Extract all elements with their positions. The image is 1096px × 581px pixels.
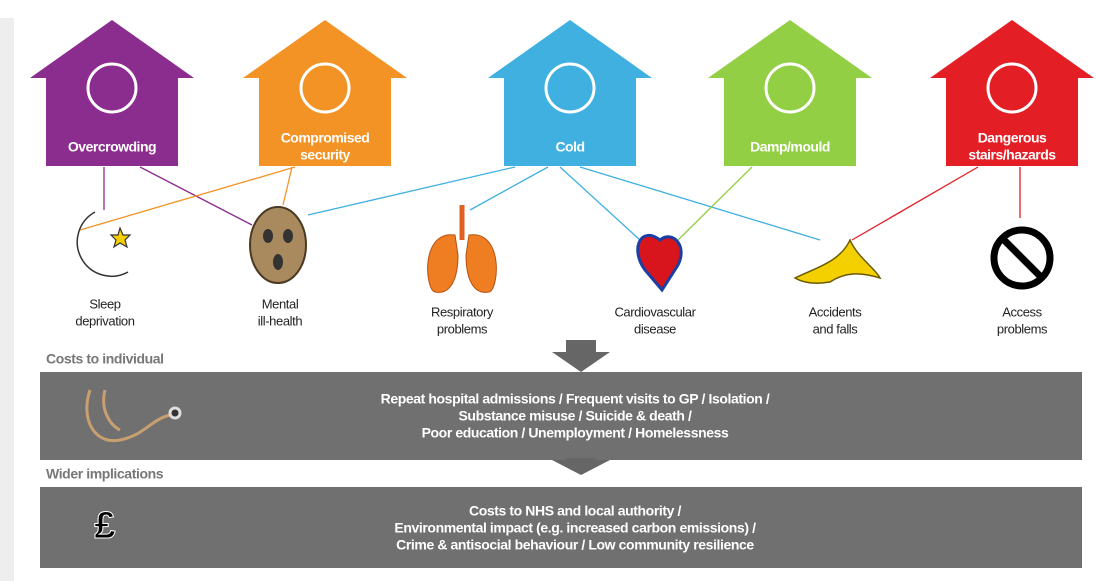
house-label: stairs/hazards [968,147,1056,163]
section-title: Wider implications [46,466,164,482]
house-label: Cold [555,139,584,155]
outcome-label: problems [437,321,488,336]
heart-icon [636,233,683,293]
house-icon [986,62,1038,114]
moon-icon [76,211,132,277]
house-label: Overcrowding [68,139,156,155]
costs-box [40,372,1082,460]
house [243,20,407,166]
down-arrow [552,458,610,475]
outcome-label: Respiratory [431,304,494,319]
house [488,20,652,166]
house-label: security [300,147,350,163]
outcome-label: Access [1002,304,1042,319]
left-border [0,18,14,581]
outcome-label: Cardiovascular [614,304,696,319]
outcome-label: Accidents [809,304,863,319]
house [930,20,1094,166]
outcome-label: ill-health [258,313,303,328]
sections: Costs to individual Repeat hospital admis… [46,351,770,553]
no-entry-icon [990,226,1054,290]
house-icon [299,62,351,114]
outcome-label: Sleep [89,296,120,311]
outcome-label: disease [634,321,676,336]
links [79,166,1021,241]
pound-icon: £ [94,505,115,547]
wider-box [40,487,1082,568]
link [79,166,296,231]
outcomes: Sleep deprivation Mental ill-health Respirat… [75,296,1048,336]
section-title: Costs to individual [46,351,164,367]
house [708,20,872,166]
box-text: Costs to NHS and local authority / [469,503,681,519]
link [282,166,293,206]
link [579,166,821,241]
house-label: Dangerous [978,130,1047,146]
house-label: Compromised [281,130,370,146]
link [559,166,641,241]
lungs-icon [427,205,497,293]
outcome-label: and falls [813,321,859,336]
box-text: Crime & antisocial behaviour / Low commu… [396,537,754,553]
face-icon [249,206,307,284]
banana-icon [793,238,882,284]
outcome-label: problems [997,321,1048,336]
down-arrow [552,340,610,372]
stethoscope-icon [85,389,182,443]
house [30,20,194,166]
box-text: Environmental impact (e.g. increased car… [394,520,756,536]
link [307,166,516,216]
outcome-label: deprivation [75,313,134,328]
house-icon [86,62,138,114]
box-text: Poor education / Unemployment / Homeless… [422,425,729,441]
outcome-label: Mental [262,296,299,311]
box-text: Repeat hospital admissions / Frequent vi… [381,391,770,407]
box-text: Substance misuse / Suicide & death / [458,408,692,424]
link [469,166,549,211]
link [677,166,753,241]
house-icon [544,62,596,114]
house-label: Damp/mould [750,139,830,155]
link [851,166,979,241]
house-icon [764,62,816,114]
